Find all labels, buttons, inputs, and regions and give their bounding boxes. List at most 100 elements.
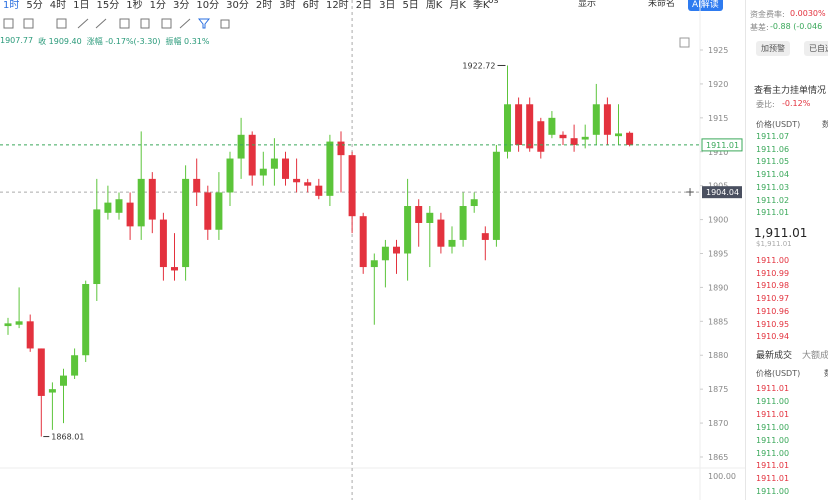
candle-body	[504, 104, 511, 152]
trade-price: 1911.01	[756, 474, 790, 484]
large-trades-tab[interactable]: 大额成	[802, 351, 828, 361]
y-tick-label: 1920	[708, 80, 728, 89]
display-toggle[interactable]: 显示	[578, 0, 597, 9]
candle-body	[359, 216, 367, 268]
candle-body	[326, 141, 334, 196]
basis: -0.88 (-0.046	[770, 22, 823, 31]
candle-body	[148, 178, 156, 220]
ask-price: 1911.01	[756, 208, 790, 218]
tool-icon[interactable]	[179, 18, 191, 29]
tool-icon[interactable]	[3, 18, 14, 29]
tool-icon[interactable]	[119, 18, 130, 29]
layout-name[interactable]: 未命名	[648, 0, 676, 9]
interval-tab[interactable]: 30分	[226, 0, 249, 11]
bid-price: 1910.95	[756, 319, 790, 329]
tool-icon[interactable]	[95, 18, 107, 29]
interval-tab[interactable]: 季K	[472, 0, 490, 11]
interval-tab[interactable]: 1秒	[126, 0, 143, 11]
y-tick-label: 1885	[708, 317, 728, 326]
candle-body	[415, 206, 423, 223]
candle-body	[426, 212, 434, 223]
interval-tab[interactable]: 3时	[279, 0, 296, 11]
ask-price: 1911.03	[756, 182, 790, 192]
interval-tab[interactable]: 10分	[196, 0, 220, 11]
depth-link[interactable]: 查看主力挂单情况	[754, 86, 827, 96]
candle-body	[15, 321, 23, 325]
interval-tab[interactable]: 5日	[402, 0, 419, 11]
candle-body	[459, 206, 467, 240]
book-header: 价格(USDT)	[756, 120, 801, 129]
interval-tab[interactable]: 2日	[355, 0, 373, 11]
trade-price: 1911.00	[756, 396, 790, 406]
candle-body	[293, 178, 301, 183]
y-tick-label: 1915	[708, 114, 728, 123]
tool-icon[interactable]	[77, 18, 89, 29]
candle-body	[171, 267, 178, 271]
interval-tab[interactable]: 3日	[379, 0, 396, 11]
interval-tab[interactable]: 15分	[96, 0, 120, 11]
trade-price: 1911.01	[756, 409, 790, 419]
candle-body	[603, 104, 611, 135]
interval-tab[interactable]: 6时	[302, 0, 319, 11]
interval-tab[interactable]: 1日	[73, 0, 90, 11]
candle-body	[526, 104, 534, 149]
tool-icon[interactable]	[140, 18, 150, 29]
tool-icon[interactable]	[161, 18, 172, 29]
trades-header: 数	[824, 368, 828, 379]
tool-icon[interactable]	[23, 18, 34, 29]
interval-tab[interactable]: 3分	[172, 0, 190, 11]
crosshair-tag	[702, 186, 742, 199]
tool-icon[interactable]	[197, 18, 211, 29]
expand-icon[interactable]	[679, 37, 690, 48]
candle-body	[48, 389, 56, 393]
ohlc-legend: 1907.77 收 1909.40 涨幅 -0.17%(-3.30) 振幅 0.31%	[0, 36, 209, 47]
crosshair-price: 1904.04	[706, 188, 739, 197]
y-tick-label: 1905	[708, 182, 728, 191]
price-chart: 1865 1870 1875 1880 1885 1890 1895 1900 1905 1910…	[0, 0, 745, 500]
high-label: 1922.72	[462, 61, 495, 70]
tool-icon[interactable]	[56, 18, 67, 29]
bid-price: 1910.97	[756, 294, 790, 304]
current-price: 1,911.01	[754, 226, 808, 240]
candle-body	[204, 192, 212, 230]
candle-body	[381, 246, 389, 261]
candle-body	[82, 284, 90, 356]
trades-header: 价格(USDT)	[756, 369, 801, 378]
candle-body	[259, 168, 267, 176]
ask-price: 1911.02	[756, 195, 790, 205]
trade-price: 1911.01	[756, 384, 790, 393]
candle-body	[193, 178, 201, 193]
refresh[interactable]: 0s	[488, 0, 499, 6]
interval-bar: 1时 5分 4时 1日 15分 1秒 1分 3分 10分 30分 2时 3时 6时 12时 2日 3日 5日 周K…	[0, 0, 490, 11]
ai-button[interactable]: AI解读	[688, 0, 723, 11]
y-tick-label: 1900	[708, 216, 728, 225]
interval-tab[interactable]: 周K	[425, 0, 443, 11]
interval-tab[interactable]: 12时	[325, 0, 349, 11]
candle-body	[304, 182, 312, 186]
alert-button[interactable]: 加预警	[756, 41, 790, 56]
bid-price: 1910.99	[756, 268, 790, 278]
bid-price: 1911.00	[756, 256, 790, 265]
candle-body	[481, 233, 489, 240]
interval-tab[interactable]: 2时	[255, 0, 273, 11]
candle-body	[615, 133, 622, 137]
watch-button[interactable]: 已自选	[804, 41, 828, 56]
trades-tab[interactable]: 最新成交	[756, 351, 793, 361]
interval-tab[interactable]: 月K	[449, 0, 466, 11]
interval-tab[interactable]: 4时	[49, 0, 67, 11]
candle-body	[270, 158, 278, 169]
y-tick-label: 1925	[708, 46, 728, 55]
candle-body	[126, 202, 134, 227]
interval-tab[interactable]: 1分	[149, 0, 166, 11]
ratio-label: 委比:	[756, 100, 775, 109]
crosshair-plus: +	[685, 185, 695, 199]
ratio: -0.12%	[782, 99, 811, 108]
y-tick-label: 1870	[708, 419, 728, 428]
candle-body	[226, 158, 234, 193]
legend-item: 1907.77	[0, 36, 34, 45]
interval-tab[interactable]: 5分	[26, 0, 43, 11]
drawing-tools	[3, 18, 230, 29]
interval-tab[interactable]: 1时	[3, 0, 20, 11]
tool-icon[interactable]	[220, 19, 230, 29]
